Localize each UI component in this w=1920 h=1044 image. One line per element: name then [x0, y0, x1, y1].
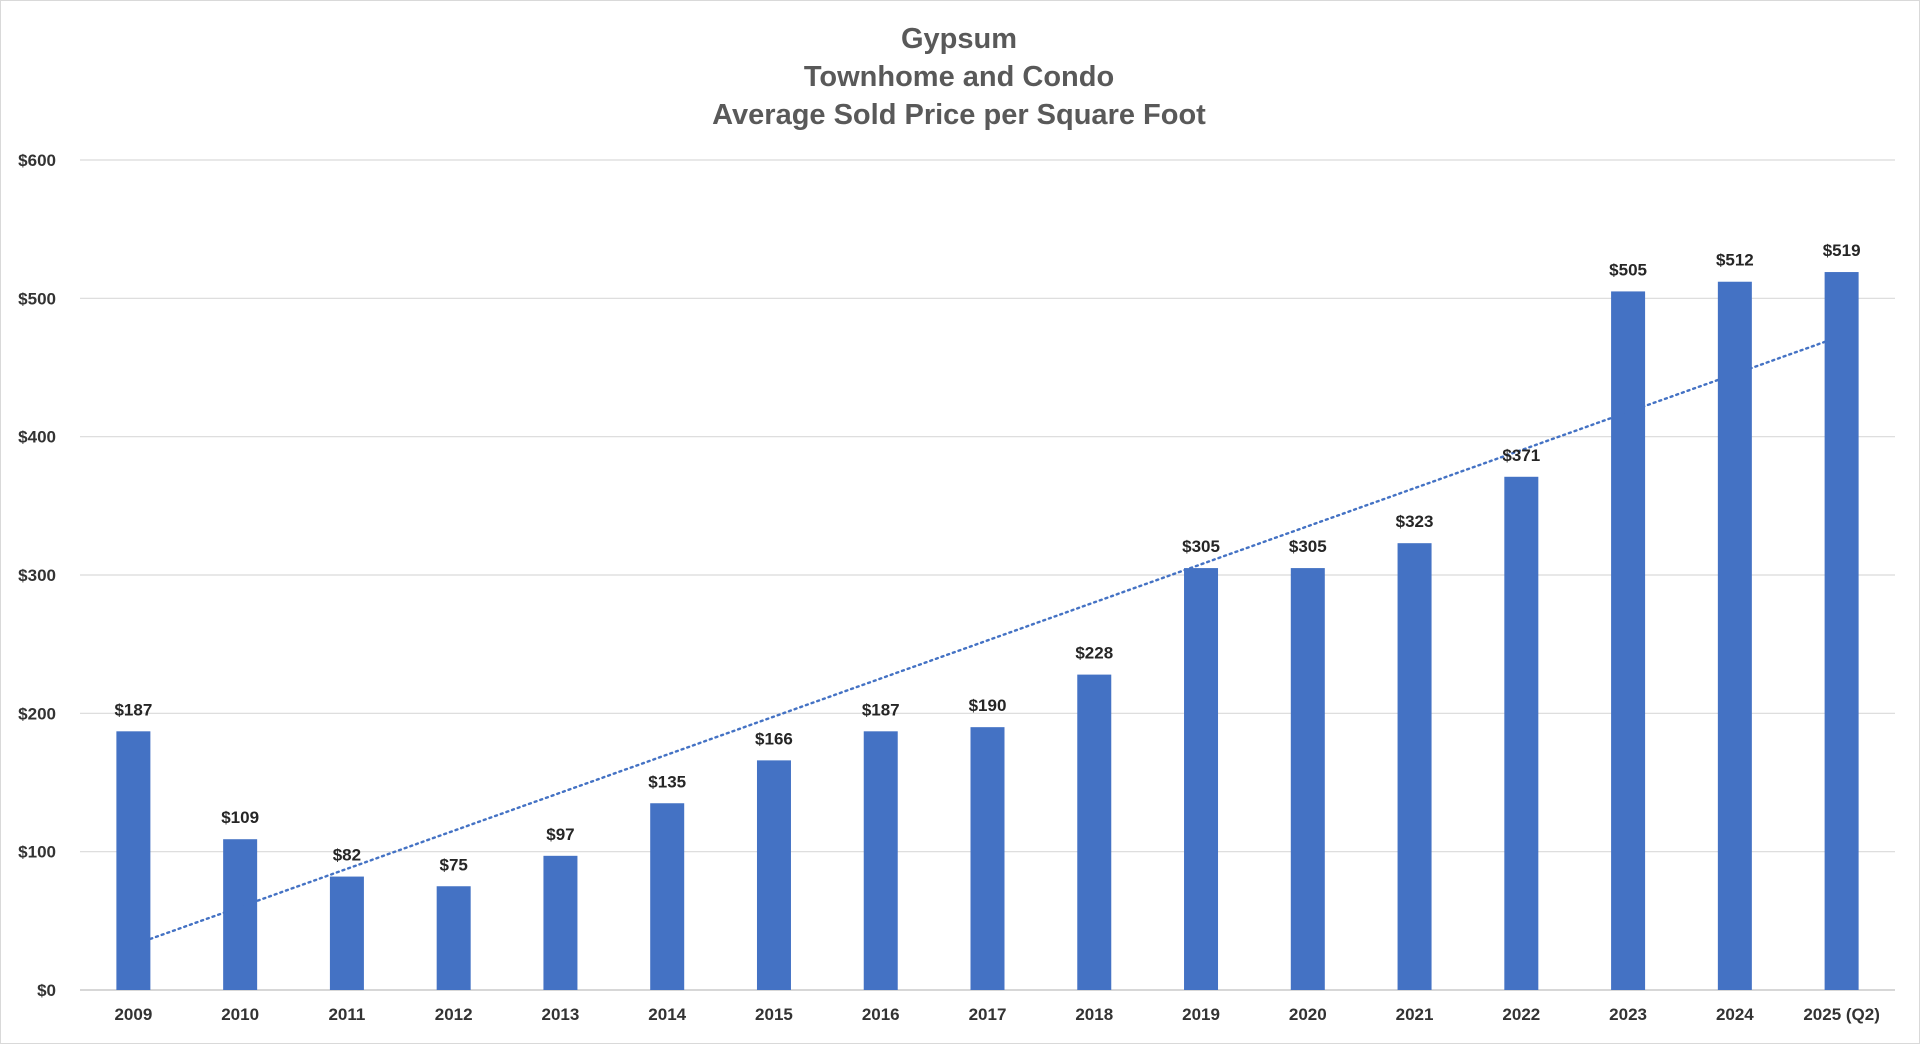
- x-tick-label: 2012: [435, 1005, 473, 1024]
- data-label: $228: [1075, 644, 1113, 663]
- x-tick-label: 2017: [969, 1005, 1007, 1024]
- x-tick-label: 2014: [648, 1005, 686, 1024]
- bar: [1184, 568, 1219, 990]
- data-label: $505: [1609, 260, 1647, 279]
- trendline: [132, 334, 1843, 947]
- bar: [650, 803, 685, 990]
- bar: [223, 839, 258, 990]
- y-tick-label: $0: [37, 981, 56, 1000]
- chart-title-line-2: Townhome and Condo: [803, 61, 1115, 93]
- data-label: $187: [862, 700, 900, 719]
- chart-title-line-3: Average Sold Price per Square Foot: [712, 99, 1206, 131]
- bar: [1824, 272, 1859, 990]
- chart-title-line-1: Gypsum: [900, 23, 1018, 55]
- y-tick-label: $300: [18, 566, 56, 585]
- x-tick-label: 2025 (Q2): [1803, 1005, 1880, 1024]
- trendline-path: [132, 334, 1843, 947]
- x-tick-label: 2016: [862, 1005, 900, 1024]
- y-axis: $0 $100 $200 $300 $400 $500 $600: [18, 151, 56, 1000]
- y-tick-label: $400: [18, 428, 56, 447]
- bar: [863, 731, 898, 990]
- data-label: $512: [1716, 251, 1754, 270]
- x-tick-label: 2019: [1182, 1005, 1220, 1024]
- x-tick-label: 2018: [1075, 1005, 1113, 1024]
- data-label: $135: [648, 772, 686, 791]
- data-label: $109: [221, 808, 259, 827]
- bar: [1077, 674, 1112, 990]
- data-label: $371: [1502, 446, 1540, 465]
- bar: [1504, 476, 1539, 990]
- bar: [1397, 543, 1432, 990]
- x-axis: 2009 2010 2011 2012 2013 2014 2015 2016 2017 2018…: [114, 1005, 1879, 1024]
- y-tick-label: $600: [18, 151, 56, 170]
- data-label: $97: [546, 825, 574, 844]
- data-label: $187: [114, 700, 152, 719]
- x-tick-label: 2009: [114, 1005, 152, 1024]
- data-label: $166: [755, 729, 793, 748]
- bar: [116, 731, 151, 990]
- chart-title: Gypsum Townhome and Condo Average Sold P…: [0, 20, 1918, 134]
- x-tick-label: 2013: [542, 1005, 580, 1024]
- bar: [970, 727, 1005, 990]
- data-label: $190: [969, 696, 1007, 715]
- x-tick-label: 2022: [1502, 1005, 1540, 1024]
- x-tick-label: 2015: [755, 1005, 793, 1024]
- bars: [116, 272, 1859, 991]
- x-tick-label: 2010: [221, 1005, 259, 1024]
- bar: [1611, 291, 1646, 991]
- x-tick-label: 2023: [1609, 1005, 1647, 1024]
- x-tick-label: 2011: [328, 1005, 365, 1024]
- bar: [1290, 568, 1325, 990]
- x-tick-label: 2021: [1396, 1005, 1434, 1024]
- y-tick-label: $500: [18, 289, 56, 308]
- bar: [436, 886, 471, 990]
- data-labels: $187 $109 $82 $75 $97 $135 $166 $187 $190 $228 $30…: [114, 241, 1860, 874]
- bar: [543, 855, 578, 990]
- bar: [756, 760, 791, 990]
- bar: [329, 876, 364, 990]
- data-label: $82: [333, 846, 361, 865]
- data-label: $305: [1289, 537, 1327, 556]
- data-label: $519: [1823, 241, 1861, 260]
- y-tick-label: $100: [18, 843, 56, 862]
- y-tick-label: $200: [18, 704, 56, 723]
- data-label: $75: [439, 855, 467, 874]
- bar: [1717, 281, 1752, 990]
- x-tick-label: 2020: [1289, 1005, 1327, 1024]
- data-label: $323: [1396, 512, 1434, 531]
- data-label: $305: [1182, 537, 1220, 556]
- x-tick-label: 2024: [1716, 1005, 1754, 1024]
